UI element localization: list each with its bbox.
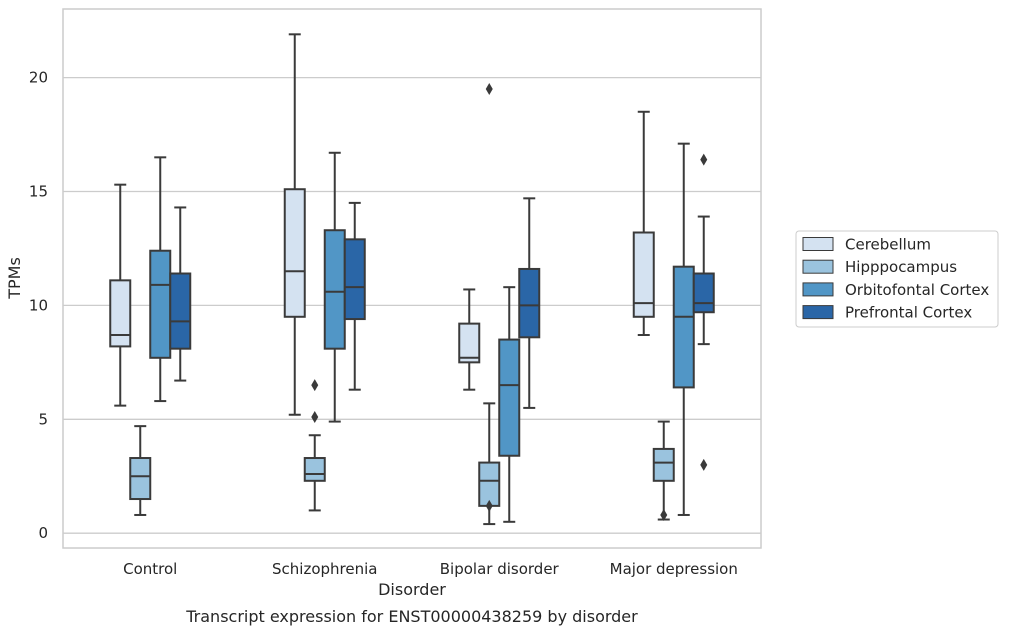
box-series-group: [109, 33, 715, 526]
outlier-point: [700, 458, 708, 471]
x-tick-label: Schizophrenia: [272, 560, 377, 578]
y-tick-labels: 0 5 10 15 20: [29, 69, 48, 543]
legend-label: Prefrontal Cortex: [845, 304, 972, 322]
legend-swatch: [802, 237, 834, 251]
box-iqr: [672, 265, 695, 389]
box-iqr: [343, 238, 366, 321]
x-axis-title: Disorder: [378, 580, 446, 599]
outlier-point: [485, 82, 493, 95]
box-iqr: [692, 272, 715, 314]
legend-swatch: [802, 282, 834, 297]
x-tick-label: Major depression: [610, 560, 738, 578]
y-tick-label: 5: [38, 410, 48, 428]
x-tick-label: Control: [123, 560, 177, 578]
y-tick-label: 0: [38, 524, 48, 542]
box-iqr: [129, 457, 152, 501]
outlier-point: [311, 411, 319, 424]
legend-swatch: [802, 259, 834, 274]
legend-label: Hipppocampus: [845, 258, 957, 276]
y-tick-label: 10: [29, 296, 48, 314]
box-iqr: [518, 267, 541, 339]
box-iqr: [283, 188, 306, 318]
chart-caption: Transcript expression for ENST0000043825…: [185, 607, 638, 626]
box-iqr: [149, 249, 172, 359]
box-iqr: [458, 322, 481, 364]
box-iqr: [632, 231, 655, 318]
outlier-point: [311, 379, 319, 392]
outlier-point: [485, 499, 493, 512]
legend-swatch: [802, 305, 834, 320]
y-axis-title: TPMs: [5, 257, 24, 300]
outlier-point: [700, 153, 708, 166]
box-iqr: [169, 272, 192, 350]
box-iqr: [109, 279, 132, 348]
box-iqr: [478, 461, 501, 507]
box-iqr: [303, 457, 326, 482]
y-tick-label: 15: [29, 183, 48, 201]
x-tick-labels: Control Schizophrenia Bipolar disorder Majo…: [123, 560, 738, 578]
y-tick-label: 20: [29, 69, 48, 87]
box-iqr: [498, 338, 521, 457]
legend: Cerebellum Hipppocampus Orbitofontal Corte…: [795, 230, 999, 328]
legend-frame: [795, 230, 999, 328]
legend-label: Cerebellum: [845, 236, 931, 254]
plot-frame: [62, 8, 762, 549]
outlier-point: [660, 508, 668, 521]
box-iqr: [323, 229, 346, 350]
box-iqr: [652, 447, 675, 482]
x-tick-label: Bipolar disorder: [440, 560, 560, 578]
legend-label: Orbitofontal Cortex: [845, 281, 989, 299]
